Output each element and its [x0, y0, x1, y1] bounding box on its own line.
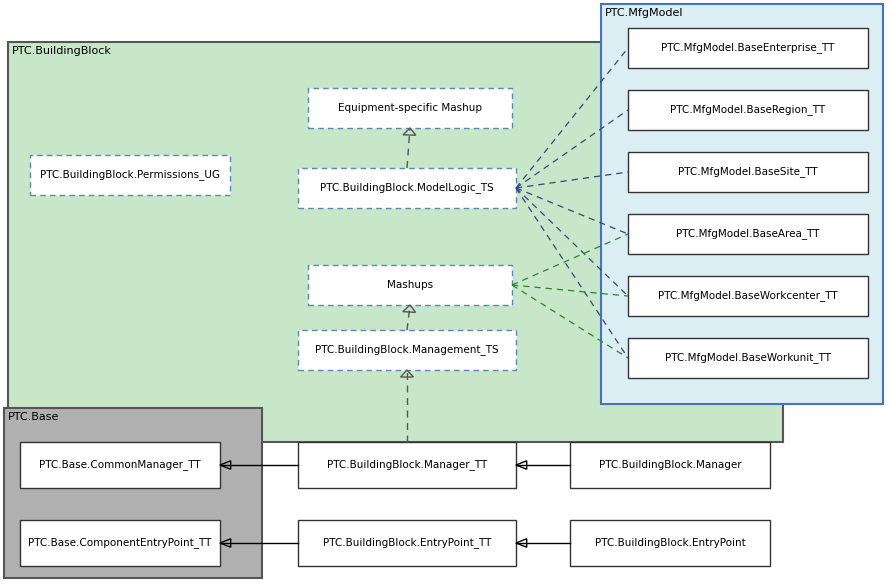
Text: PTC.Base.ComponentEntryPoint_TT: PTC.Base.ComponentEntryPoint_TT: [29, 537, 212, 548]
Bar: [601, 4, 883, 404]
Text: PTC.Base: PTC.Base: [8, 412, 60, 422]
Bar: [628, 90, 868, 130]
Text: PTC.MfgModel.BaseSite_TT: PTC.MfgModel.BaseSite_TT: [678, 166, 818, 178]
Bar: [4, 408, 262, 578]
Bar: [8, 42, 783, 442]
Text: PTC.BuildingBlock.Manager_TT: PTC.BuildingBlock.Manager_TT: [327, 459, 487, 471]
Text: PTC.BuildingBlock.EntryPoint: PTC.BuildingBlock.EntryPoint: [594, 538, 746, 548]
Text: PTC.MfgModel.BaseEnterprise_TT: PTC.MfgModel.BaseEnterprise_TT: [661, 43, 835, 53]
Text: PTC.MfgModel.BaseArea_TT: PTC.MfgModel.BaseArea_TT: [676, 229, 820, 240]
Text: PTC.BuildingBlock.Management_TS: PTC.BuildingBlock.Management_TS: [315, 345, 499, 356]
Text: PTC.BuildingBlock: PTC.BuildingBlock: [12, 46, 112, 56]
Bar: [308, 265, 512, 305]
Text: PTC.MfgModel: PTC.MfgModel: [605, 8, 683, 18]
Bar: [20, 520, 220, 566]
Bar: [308, 88, 512, 128]
Bar: [628, 152, 868, 192]
Bar: [628, 276, 868, 316]
Bar: [30, 155, 230, 195]
Bar: [298, 442, 516, 488]
Text: PTC.Base.CommonManager_TT: PTC.Base.CommonManager_TT: [39, 459, 200, 471]
Text: Equipment-specific Mashup: Equipment-specific Mashup: [338, 103, 482, 113]
Bar: [570, 442, 770, 488]
Text: PTC.BuildingBlock.EntryPoint_TT: PTC.BuildingBlock.EntryPoint_TT: [323, 537, 491, 548]
Bar: [628, 338, 868, 378]
Bar: [298, 520, 516, 566]
Bar: [628, 28, 868, 68]
Text: PTC.MfgModel.BaseWorkunit_TT: PTC.MfgModel.BaseWorkunit_TT: [665, 353, 831, 363]
Text: PTC.BuildingBlock.ModelLogic_TS: PTC.BuildingBlock.ModelLogic_TS: [320, 183, 494, 193]
Text: PTC.MfgModel.BaseWorkcenter_TT: PTC.MfgModel.BaseWorkcenter_TT: [658, 291, 838, 301]
Bar: [298, 168, 516, 208]
Bar: [20, 442, 220, 488]
Bar: [298, 330, 516, 370]
Text: PTC.BuildingBlock.Manager: PTC.BuildingBlock.Manager: [599, 460, 741, 470]
Text: Mashups: Mashups: [387, 280, 433, 290]
Bar: [570, 520, 770, 566]
Text: PTC.MfgModel.BaseRegion_TT: PTC.MfgModel.BaseRegion_TT: [670, 104, 826, 115]
Bar: [628, 214, 868, 254]
Text: PTC.BuildingBlock.Permissions_UG: PTC.BuildingBlock.Permissions_UG: [40, 169, 220, 180]
